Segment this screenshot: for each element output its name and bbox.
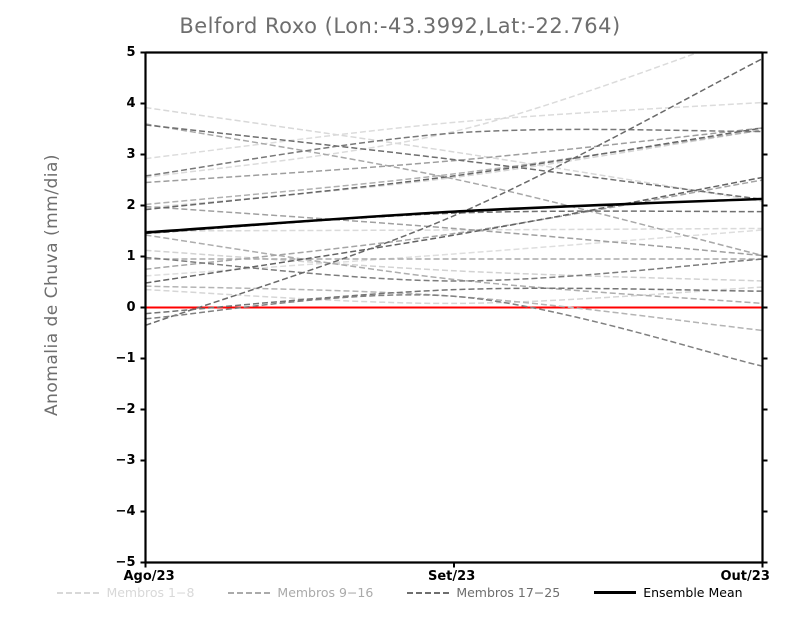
- x-axis-tick-label: Ago/23: [123, 568, 175, 584]
- y-axis-tick-label: 0: [126, 299, 136, 315]
- member-line: [145, 179, 763, 270]
- member-line: [145, 176, 763, 284]
- member-line: [145, 127, 763, 184]
- member-line: [145, 234, 763, 305]
- legend-swatch: [407, 591, 450, 594]
- member-line: [145, 52, 701, 179]
- member-line: [145, 57, 763, 327]
- y-axis-tick-label: 5: [126, 44, 136, 60]
- y-axis-tick-label: −2: [115, 401, 136, 417]
- legend-label: Membros 17−25: [456, 585, 561, 600]
- y-axis-tick-label: −3: [115, 452, 136, 468]
- y-axis-tick-label: 3: [126, 146, 136, 162]
- legend-item[interactable]: Membros 9−16: [228, 585, 373, 600]
- member-line: [145, 294, 763, 367]
- member-line: [145, 227, 763, 232]
- member-line: [145, 249, 763, 282]
- legend-swatch: [594, 591, 637, 594]
- member-line: [145, 128, 763, 177]
- member-line: [145, 101, 763, 160]
- y-axis-tick-label: −1: [115, 350, 136, 366]
- y-axis-tick-label: −5: [115, 554, 136, 570]
- y-axis-tick-label: 4: [126, 95, 136, 111]
- y-axis-tick-label: 2: [126, 197, 136, 213]
- member-line: [145, 256, 763, 282]
- member-line: [145, 286, 763, 305]
- x-axis-tick-label: Set/23: [428, 568, 476, 584]
- member-line: [145, 129, 763, 206]
- legend-label: Membros 1−8: [106, 585, 195, 600]
- y-axis-tick-label: −4: [115, 503, 136, 519]
- member-line: [145, 127, 763, 211]
- member-line: [145, 123, 763, 257]
- ensemble-mean-line: [145, 197, 763, 234]
- x-axis-tick-label: Out/23: [720, 568, 770, 584]
- member-line: [145, 106, 763, 203]
- legend-item[interactable]: Membros 17−25: [407, 585, 560, 600]
- legend-label: Ensemble Mean: [643, 585, 743, 600]
- legend-item[interactable]: Ensemble Mean: [594, 585, 743, 600]
- member-line: [145, 205, 763, 257]
- y-axis-tick-label: 1: [126, 248, 136, 264]
- legend-swatch: [228, 591, 271, 594]
- member-line: [145, 124, 763, 201]
- chart-title: Belford Roxo (Lon:-43.3992,Lat:-22.764): [179, 14, 621, 38]
- member-line: [145, 287, 763, 315]
- chart-legend: Membros 1−8 Membros 9−16 Membros 17−25 Ense…: [0, 585, 800, 600]
- legend-label: Membros 9−16: [277, 585, 374, 600]
- legend-item[interactable]: Membros 1−8: [57, 585, 194, 600]
- legend-swatch: [57, 591, 100, 594]
